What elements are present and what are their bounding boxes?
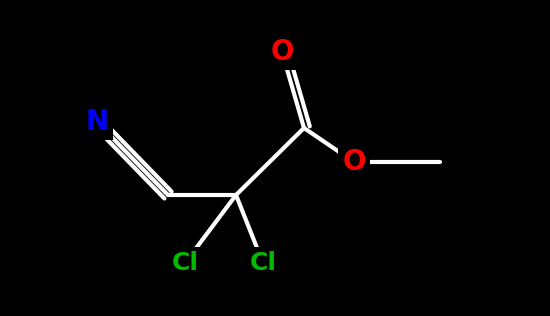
Text: Cl: Cl	[172, 251, 199, 275]
Text: Cl: Cl	[250, 251, 277, 275]
Text: N: N	[85, 108, 108, 136]
Text: O: O	[270, 38, 294, 66]
Text: O: O	[342, 148, 366, 176]
